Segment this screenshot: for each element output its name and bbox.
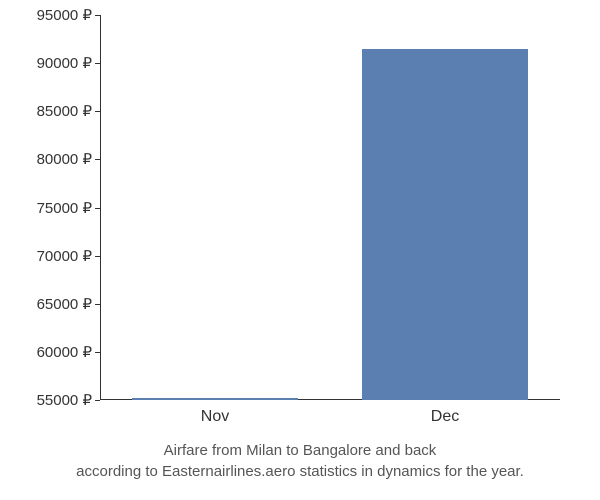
- y-tick-mark: [95, 159, 100, 160]
- chart-caption: Airfare from Milan to Bangalore and back…: [0, 440, 600, 482]
- bar: [132, 398, 298, 400]
- y-tick-label: 75000 ₽: [37, 199, 92, 217]
- y-tick-label: 70000 ₽: [37, 247, 92, 265]
- caption-line-1: Airfare from Milan to Bangalore and back: [164, 442, 437, 459]
- y-tick-mark: [95, 304, 100, 305]
- x-tick-label: Nov: [201, 408, 229, 426]
- y-tick-mark: [95, 256, 100, 257]
- y-tick-label: 60000 ₽: [37, 343, 92, 361]
- y-tick-label: 90000 ₽: [37, 54, 92, 72]
- bar: [362, 49, 528, 400]
- y-tick-mark: [95, 208, 100, 209]
- x-tick-label: Dec: [431, 408, 459, 426]
- y-tick-label: 95000 ₽: [37, 6, 92, 24]
- y-tick-label: 65000 ₽: [37, 295, 92, 313]
- caption-line-2: according to Easternairlines.aero statis…: [76, 463, 524, 480]
- y-tick-mark: [95, 111, 100, 112]
- y-tick-label: 85000 ₽: [37, 102, 92, 120]
- y-tick-mark: [95, 63, 100, 64]
- y-tick-mark: [95, 15, 100, 16]
- y-tick-label: 55000 ₽: [37, 391, 92, 409]
- chart-container: 55000 ₽ 60000 ₽ 65000 ₽ 70000 ₽ 75000 ₽ 80000…: [0, 0, 600, 500]
- y-tick-label: 80000 ₽: [37, 150, 92, 168]
- y-tick-mark: [95, 352, 100, 353]
- y-tick-mark: [95, 400, 100, 401]
